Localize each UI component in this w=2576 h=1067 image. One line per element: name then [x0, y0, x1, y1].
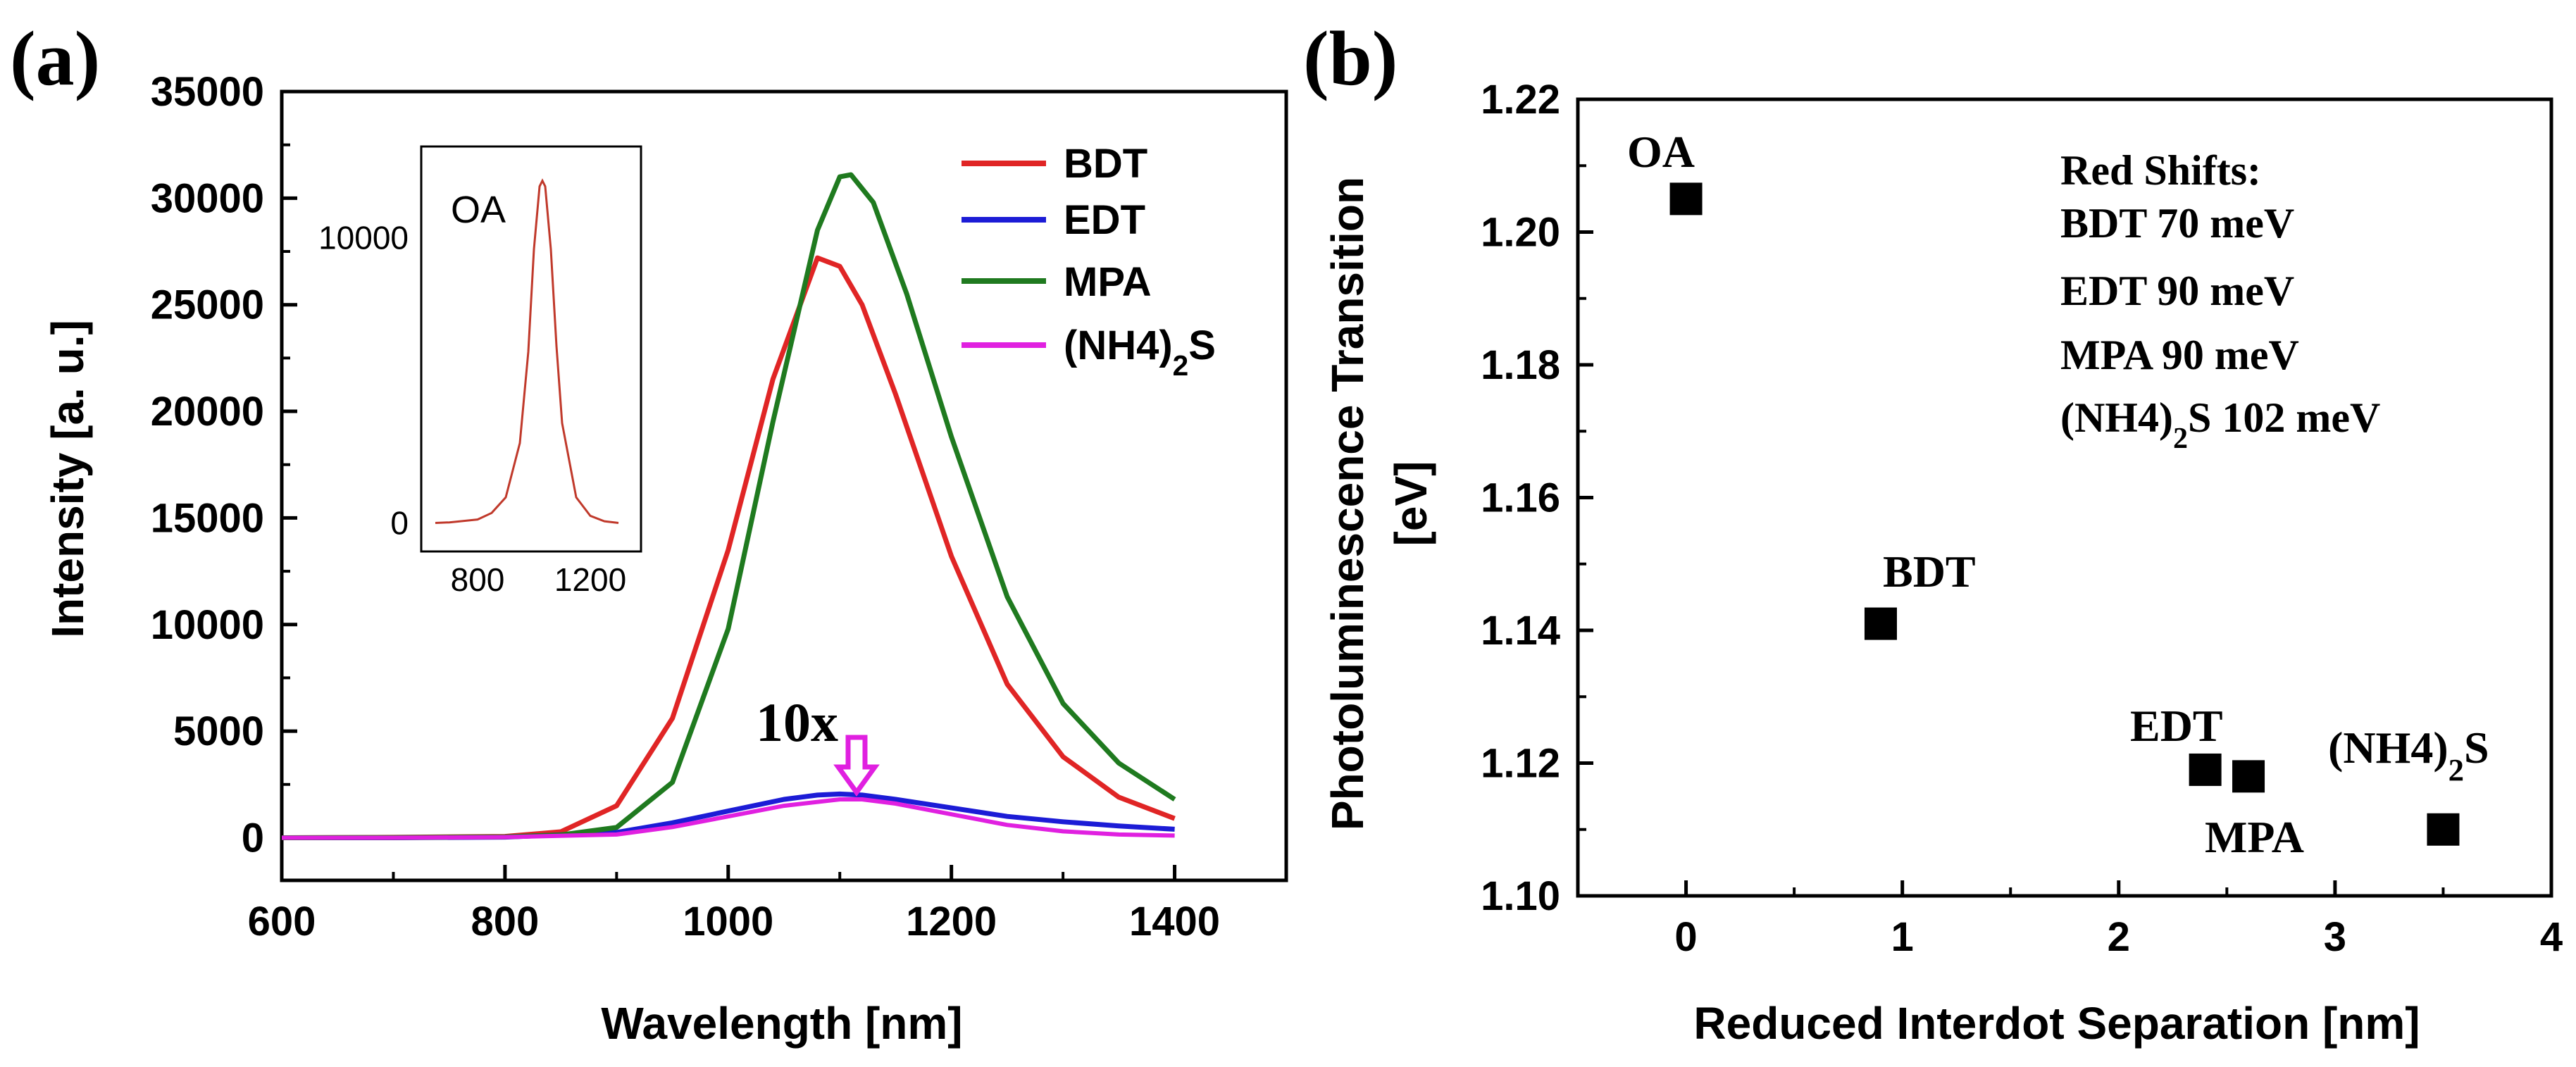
- x-tick-label: 1000: [683, 899, 773, 944]
- panel-b: (b) 0 1 2 3 4 1.10 1.12 1.14 1.16 1.18 1.20 1.22 OA…: [1303, 15, 2563, 1049]
- inset-oa-line: [435, 178, 619, 524]
- red-shifts-title: Red Shifts:: [2060, 147, 2261, 194]
- y-tick-label: 25000: [151, 282, 264, 328]
- point-label-edt: EDT: [2130, 701, 2223, 751]
- annotation-10x: 10x: [756, 692, 838, 753]
- inset-y-tick-label: 0: [390, 505, 409, 542]
- panel-a-ticks: 600 800 1000 1200 1400 0 5000 10000 15000 20000 25…: [151, 69, 1220, 944]
- inset-frame: [420, 145, 642, 553]
- x-tick-label: 1400: [1129, 899, 1220, 944]
- y-tick-label: 1.10: [1481, 873, 1560, 919]
- y-tick-label: 1.12: [1481, 741, 1560, 787]
- y-tick-label: 35000: [151, 69, 264, 115]
- point-label-bdt: BDT: [1883, 547, 1976, 597]
- y-tick-label: 0: [242, 815, 264, 861]
- point-edt: [2189, 753, 2222, 786]
- legend-label-nh4s: (NH4)2S: [1064, 323, 1216, 382]
- point-oa: [1669, 182, 1703, 216]
- red-shifts-text: Red Shifts: BDT 70 meV EDT 90 meV MPA 90…: [2060, 147, 2380, 455]
- panel-b-label: (b): [1303, 15, 1398, 101]
- y-tick-label: 20000: [151, 389, 264, 435]
- x-tick-label: 600: [248, 899, 316, 944]
- panel-a-label: (a): [10, 15, 100, 101]
- y-tick-label: 5000: [173, 709, 264, 754]
- x-tick-label: 4: [2540, 914, 2563, 960]
- series-line-mpa: [281, 172, 1176, 840]
- panel-b-points: [1669, 182, 2460, 846]
- y-tick-label: 1.16: [1481, 475, 1560, 521]
- panel-a-x-axis-label: Wavelength [nm]: [601, 998, 962, 1049]
- inset-y-tick-label: 10000: [318, 220, 409, 256]
- inset-x-tick-label: 800: [451, 561, 505, 598]
- x-tick-label: 0: [1674, 914, 1697, 960]
- y-tick-label: 1.14: [1481, 608, 1560, 654]
- x-tick-label: 1: [1891, 914, 1914, 960]
- legend: BDT EDT MPA (NH4)2S: [962, 141, 1216, 382]
- legend-label-mpa: MPA: [1064, 259, 1152, 305]
- red-shift-mpa: MPA 90 meV: [2060, 332, 2299, 378]
- panel-a-series-lines: [281, 172, 1176, 840]
- point-bdt: [1864, 607, 1897, 640]
- y-tick-label: 10000: [151, 602, 264, 648]
- panel-b-plot-frame: [1576, 97, 2553, 898]
- series-line-nh42s: [282, 797, 1175, 840]
- panel-b-y-axis-label-line2: [eV]: [1386, 461, 1436, 547]
- inset-x-tick-label: 1200: [554, 561, 626, 598]
- red-shift-edt: EDT 90 meV: [2060, 268, 2294, 314]
- point-label-oa: OA: [1627, 127, 1695, 177]
- red-shift-nh4s: (NH4)2S 102 meV: [2060, 394, 2380, 455]
- annotation-arrow: [833, 735, 880, 797]
- y-tick-label: 1.20: [1481, 210, 1560, 256]
- point-mpa: [2232, 760, 2265, 793]
- panel-a-y-axis-label: Intensity [a. u.]: [42, 320, 93, 638]
- panel-a: (a) 600 800 1000 1200 1400 0 5000 10000 15000 200…: [10, 15, 1288, 1049]
- legend-label-edt: EDT: [1064, 197, 1145, 243]
- point-label-mpa: MPA: [2205, 812, 2304, 862]
- y-tick-label: 1.18: [1481, 342, 1560, 388]
- y-tick-label: 15000: [151, 495, 264, 541]
- x-tick-label: 2: [2108, 914, 2130, 960]
- x-tick-label: 800: [471, 899, 539, 944]
- inset-oa: 800 1200 0 10000 OA: [318, 145, 642, 598]
- red-shift-bdt: BDT 70 meV: [2060, 200, 2294, 247]
- panel-b-x-axis-label: Reduced Interdot Separation [nm]: [1693, 998, 2420, 1049]
- y-tick-label: 1.22: [1481, 77, 1560, 123]
- legend-label-bdt: BDT: [1064, 141, 1147, 187]
- y-tick-label: 30000: [151, 175, 264, 221]
- x-tick-label: 1200: [906, 899, 997, 944]
- point-nh42s: [2427, 813, 2460, 846]
- inset-label: OA: [451, 189, 506, 231]
- point-label-nh4s: (NH4)2S: [2328, 723, 2489, 787]
- panel-a-plot-frame: [280, 89, 1288, 882]
- panel-b-ticks: 0 1 2 3 4 1.10 1.12 1.14 1.16 1.18 1.20 1.22: [1481, 77, 2563, 960]
- panel-b-y-axis-label-line1: Photoluminescence Transition: [1322, 177, 1373, 830]
- x-tick-label: 3: [2324, 914, 2346, 960]
- inset-ticks: 800 1200 0 10000: [318, 220, 626, 598]
